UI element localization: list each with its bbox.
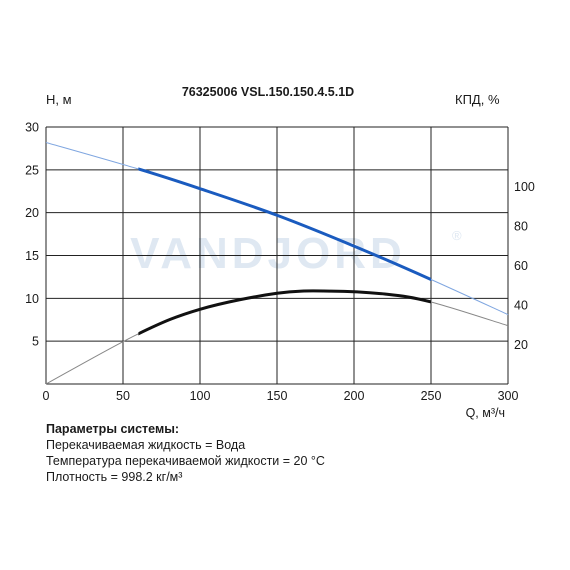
pump-performance-chart: 76325006 VSL.150.150.4.5.1D H, м КПД, % …	[25, 85, 535, 420]
y-axis-label: H, м	[46, 92, 72, 107]
y-tick-label-1: 10	[25, 292, 39, 306]
y2-tick-label-1: 40	[514, 298, 528, 312]
parameter-temperature: Температура перекачиваемой жидкости = 20…	[46, 454, 325, 468]
y-tick-label-3: 20	[25, 206, 39, 220]
y2-tick-label-3: 80	[514, 219, 528, 233]
chart-title: 76325006 VSL.150.150.4.5.1D	[182, 85, 354, 99]
parameter-density: Плотность = 998.2 кг/м³	[46, 470, 183, 484]
x-tick-label-2: 100	[190, 389, 211, 403]
y2-tick-label-4: 100	[514, 180, 535, 194]
efficiency-curve-operating	[138, 289, 431, 336]
vandjord-watermark-logo: VANDJORD ®	[130, 228, 462, 278]
y2-tick-label-2: 60	[514, 259, 528, 273]
y-tick-label-5: 30	[25, 121, 39, 135]
chart-curves	[46, 141, 509, 385]
watermark-registered-mark: ®	[452, 228, 462, 243]
y-tick-label-2: 15	[25, 249, 39, 263]
watermark-text: VANDJORD	[130, 229, 406, 278]
x-tick-label-1: 50	[116, 389, 130, 403]
y2-tick-label-0: 20	[514, 338, 528, 352]
system-parameters: Параметры системы: Перекачиваемая жидкос…	[46, 421, 325, 485]
head-curve-operating	[138, 167, 431, 282]
x-tick-label-6: 300	[498, 389, 519, 403]
parameter-liquid: Перекачиваемая жидкость = Вода	[46, 438, 246, 452]
y-tick-label-0: 5	[32, 335, 39, 349]
x-tick-label-4: 200	[344, 389, 365, 403]
x-tick-label-5: 250	[421, 389, 442, 403]
x-axis-label: Q, м³/ч	[466, 406, 505, 420]
system-parameters-title: Параметры системы:	[46, 422, 180, 436]
x-tick-label-0: 0	[43, 389, 50, 403]
chart-tick-labels: 0 50 100 150 200 250 300 5 10 15 20 25 30 20 40 60 80 100	[25, 121, 535, 404]
x-tick-label-3: 150	[267, 389, 288, 403]
y-tick-label-4: 25	[25, 163, 39, 177]
y2-axis-label: КПД, %	[455, 92, 500, 107]
